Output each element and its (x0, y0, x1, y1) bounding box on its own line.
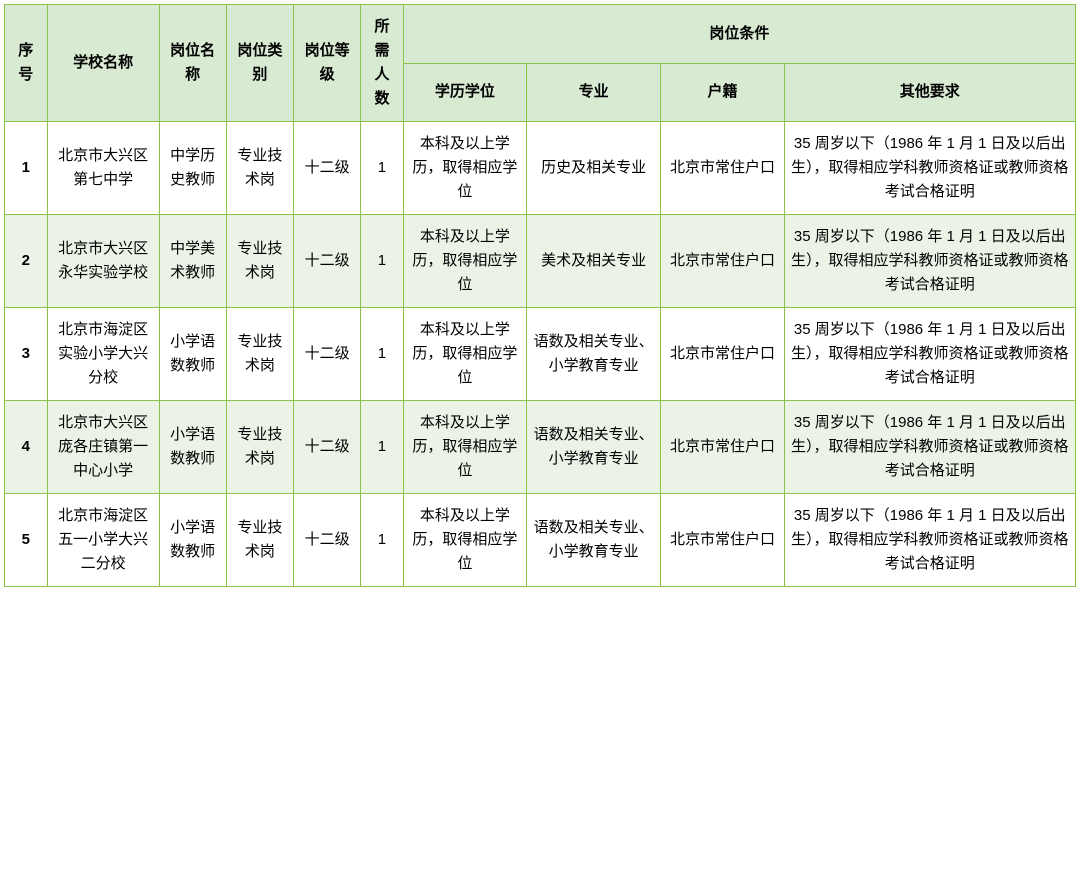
cell-major: 语数及相关专业、小学教育专业 (526, 401, 660, 494)
cell-posttype: 专业技术岗 (226, 122, 293, 215)
cell-count: 1 (361, 215, 404, 308)
header-edu: 学历学位 (403, 63, 526, 122)
cell-edu: 本科及以上学历，取得相应学位 (403, 494, 526, 587)
cell-postlevel: 十二级 (293, 308, 360, 401)
cell-other: 35 周岁以下（1986 年 1 月 1 日及以后出生），取得相应学科教师资格证… (784, 494, 1075, 587)
cell-other: 35 周岁以下（1986 年 1 月 1 日及以后出生），取得相应学科教师资格证… (784, 122, 1075, 215)
cell-postlevel: 十二级 (293, 215, 360, 308)
cell-edu: 本科及以上学历，取得相应学位 (403, 215, 526, 308)
header-hukou: 户籍 (661, 63, 784, 122)
table-row: 1 北京市大兴区第七中学 中学历史教师 专业技术岗 十二级 1 本科及以上学历，… (5, 122, 1076, 215)
cell-edu: 本科及以上学历，取得相应学位 (403, 308, 526, 401)
cell-postlevel: 十二级 (293, 494, 360, 587)
cell-hukou: 北京市常住户口 (661, 494, 784, 587)
cell-seq: 3 (5, 308, 48, 401)
cell-count: 1 (361, 122, 404, 215)
cell-major: 历史及相关专业 (526, 122, 660, 215)
cell-postname: 小学语数教师 (159, 308, 226, 401)
table-row: 4 北京市大兴区庞各庄镇第一中心小学 小学语数教师 专业技术岗 十二级 1 本科… (5, 401, 1076, 494)
cell-seq: 2 (5, 215, 48, 308)
header-row-1: 序号 学校名称 岗位名称 岗位类别 岗位等级 所需人数 岗位条件 (5, 5, 1076, 64)
cell-count: 1 (361, 401, 404, 494)
cell-major: 美术及相关专业 (526, 215, 660, 308)
cell-school: 北京市海淀区实验小学大兴分校 (47, 308, 159, 401)
header-seq: 序号 (5, 5, 48, 122)
recruitment-table: 序号 学校名称 岗位名称 岗位类别 岗位等级 所需人数 岗位条件 学历学位 专业… (4, 4, 1076, 587)
cell-postlevel: 十二级 (293, 122, 360, 215)
cell-school: 北京市大兴区永华实验学校 (47, 215, 159, 308)
cell-postname: 小学语数教师 (159, 494, 226, 587)
cell-posttype: 专业技术岗 (226, 401, 293, 494)
cell-hukou: 北京市常住户口 (661, 215, 784, 308)
cell-major: 语数及相关专业、小学教育专业 (526, 494, 660, 587)
header-postname: 岗位名称 (159, 5, 226, 122)
header-count: 所需人数 (361, 5, 404, 122)
cell-major: 语数及相关专业、小学教育专业 (526, 308, 660, 401)
cell-seq: 4 (5, 401, 48, 494)
header-condgroup: 岗位条件 (403, 5, 1075, 64)
header-postlevel: 岗位等级 (293, 5, 360, 122)
cell-other: 35 周岁以下（1986 年 1 月 1 日及以后出生），取得相应学科教师资格证… (784, 308, 1075, 401)
cell-edu: 本科及以上学历，取得相应学位 (403, 122, 526, 215)
cell-count: 1 (361, 308, 404, 401)
table-row: 3 北京市海淀区实验小学大兴分校 小学语数教师 专业技术岗 十二级 1 本科及以… (5, 308, 1076, 401)
cell-hukou: 北京市常住户口 (661, 401, 784, 494)
cell-posttype: 专业技术岗 (226, 494, 293, 587)
header-major: 专业 (526, 63, 660, 122)
header-other: 其他要求 (784, 63, 1075, 122)
table-header: 序号 学校名称 岗位名称 岗位类别 岗位等级 所需人数 岗位条件 学历学位 专业… (5, 5, 1076, 122)
cell-other: 35 周岁以下（1986 年 1 月 1 日及以后出生），取得相应学科教师资格证… (784, 401, 1075, 494)
cell-postname: 中学历史教师 (159, 122, 226, 215)
header-posttype: 岗位类别 (226, 5, 293, 122)
cell-hukou: 北京市常住户口 (661, 308, 784, 401)
cell-seq: 1 (5, 122, 48, 215)
cell-count: 1 (361, 494, 404, 587)
table-row: 5 北京市海淀区五一小学大兴二分校 小学语数教师 专业技术岗 十二级 1 本科及… (5, 494, 1076, 587)
cell-postname: 中学美术教师 (159, 215, 226, 308)
cell-school: 北京市大兴区第七中学 (47, 122, 159, 215)
cell-school: 北京市大兴区庞各庄镇第一中心小学 (47, 401, 159, 494)
cell-seq: 5 (5, 494, 48, 587)
cell-postlevel: 十二级 (293, 401, 360, 494)
table-body: 1 北京市大兴区第七中学 中学历史教师 专业技术岗 十二级 1 本科及以上学历，… (5, 122, 1076, 587)
cell-hukou: 北京市常住户口 (661, 122, 784, 215)
cell-posttype: 专业技术岗 (226, 308, 293, 401)
cell-other: 35 周岁以下（1986 年 1 月 1 日及以后出生），取得相应学科教师资格证… (784, 215, 1075, 308)
header-school: 学校名称 (47, 5, 159, 122)
cell-edu: 本科及以上学历，取得相应学位 (403, 401, 526, 494)
cell-postname: 小学语数教师 (159, 401, 226, 494)
cell-posttype: 专业技术岗 (226, 215, 293, 308)
cell-school: 北京市海淀区五一小学大兴二分校 (47, 494, 159, 587)
table-row: 2 北京市大兴区永华实验学校 中学美术教师 专业技术岗 十二级 1 本科及以上学… (5, 215, 1076, 308)
